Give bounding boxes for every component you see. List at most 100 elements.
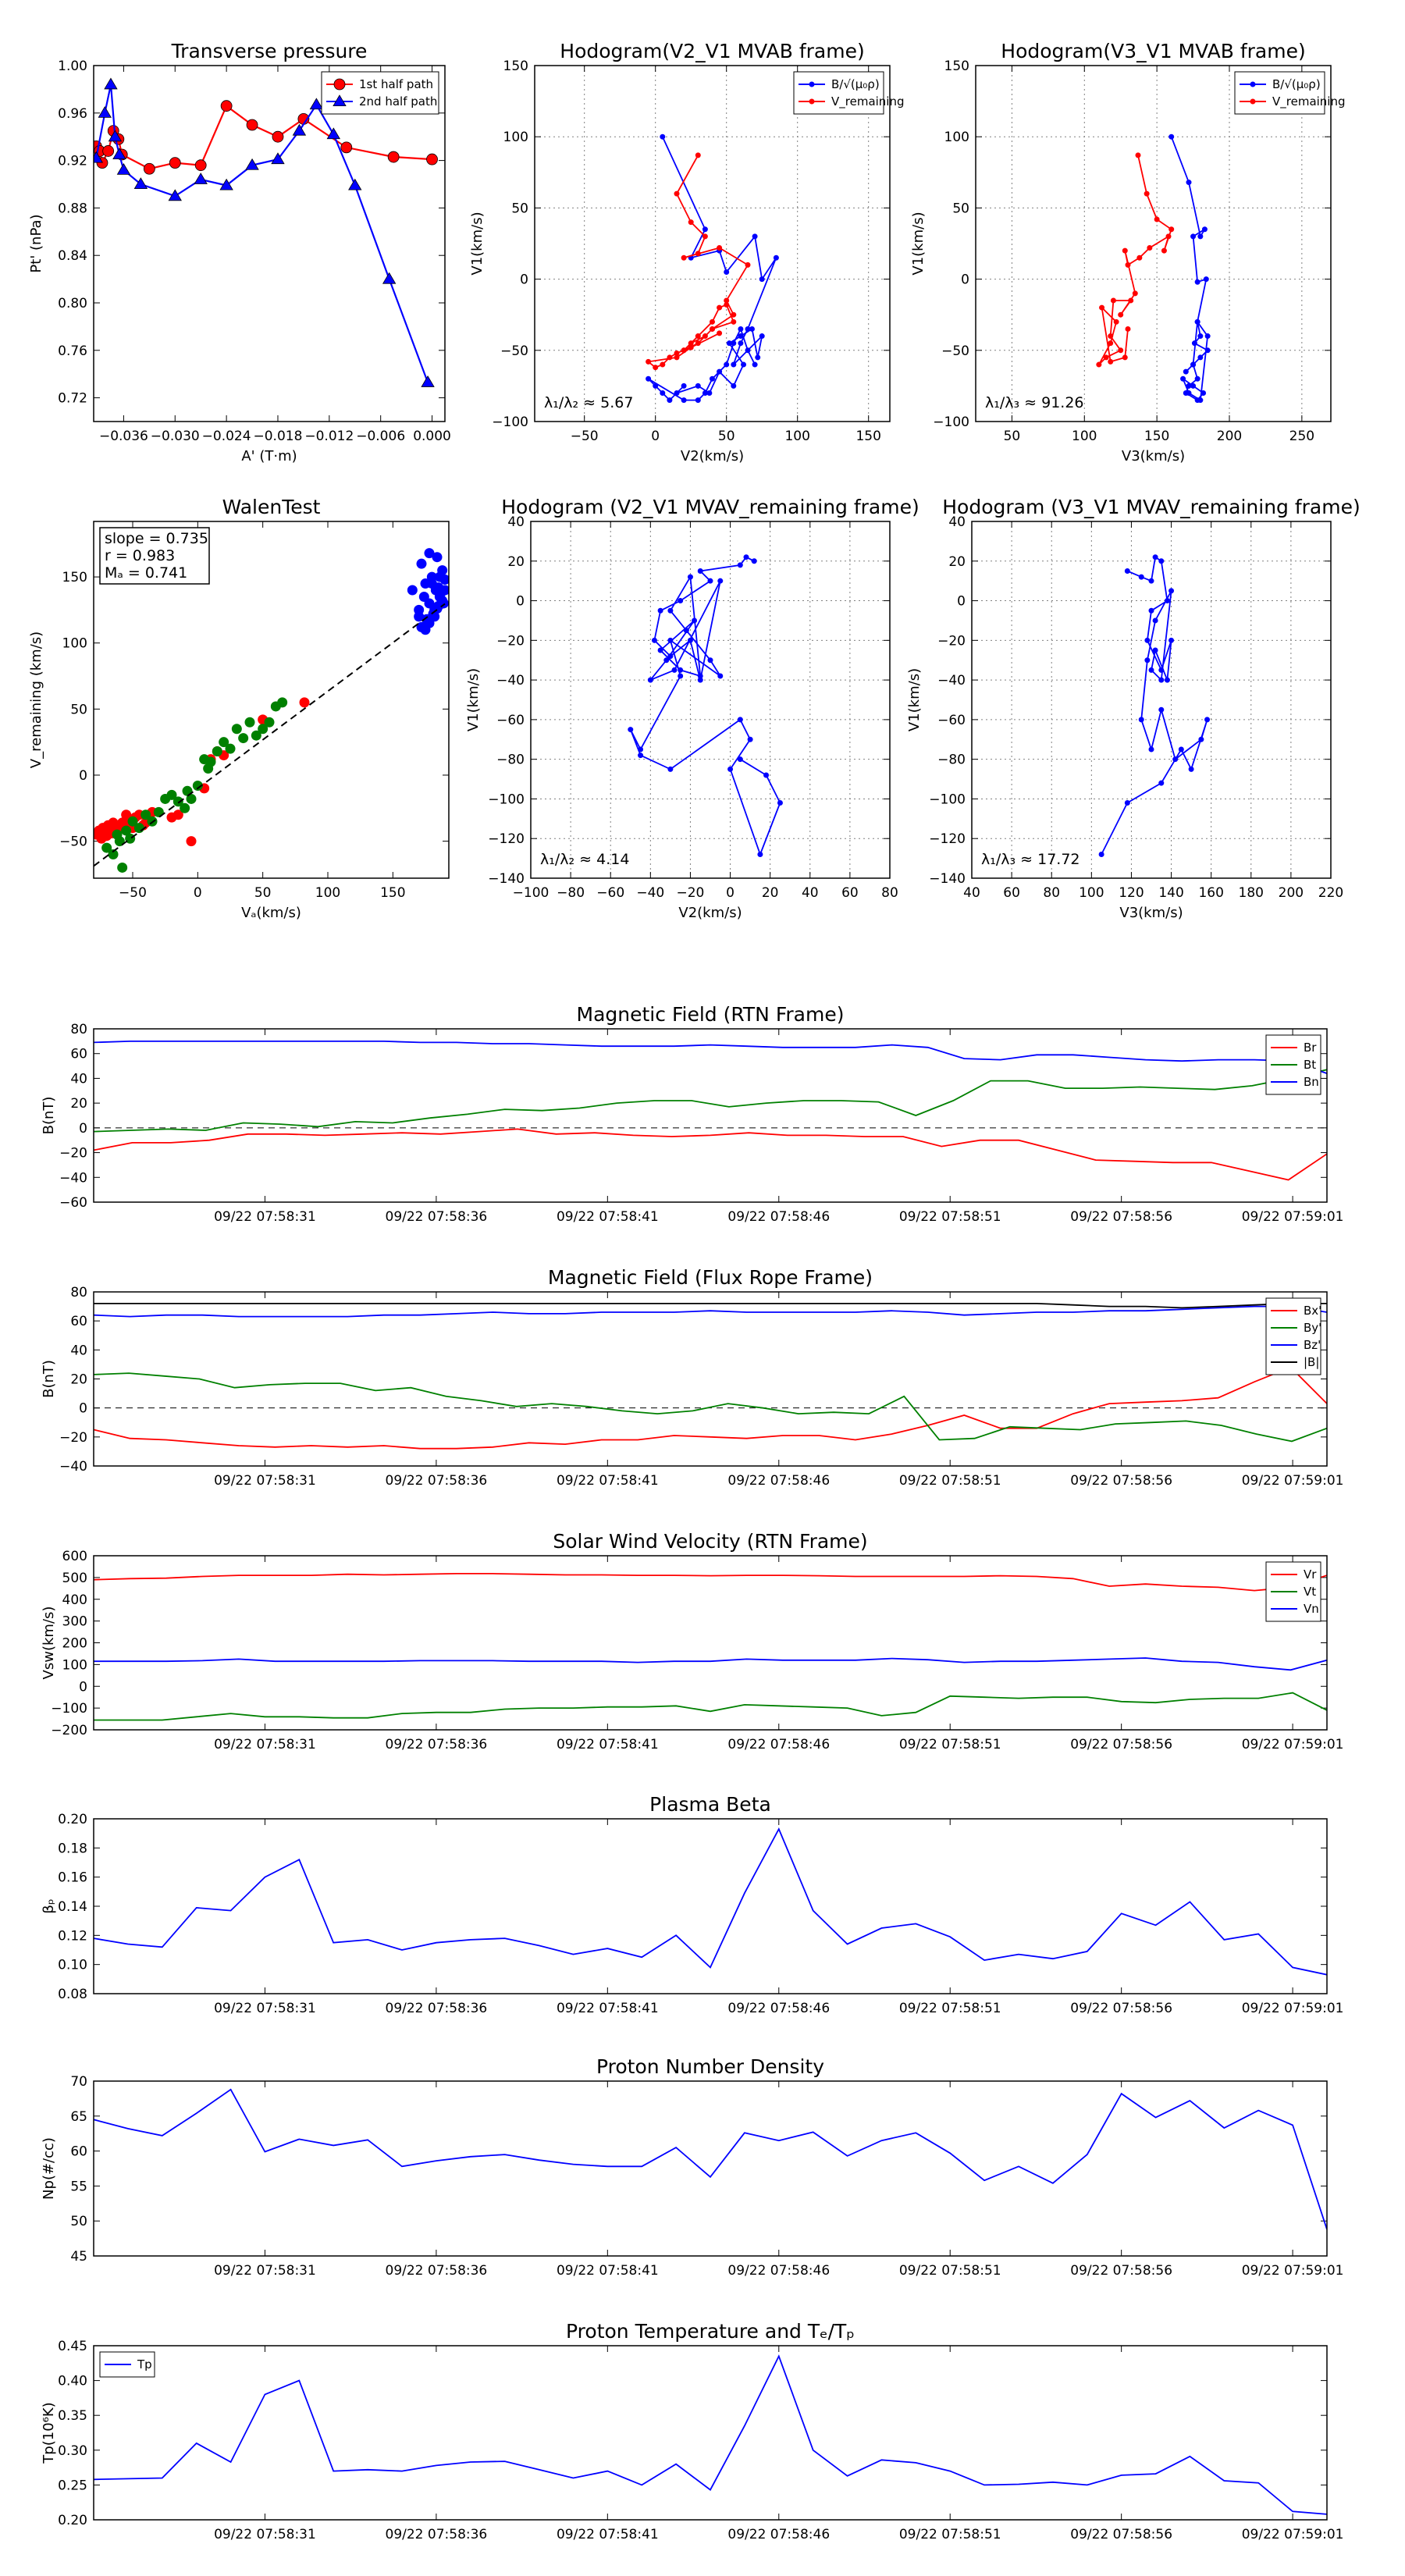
legend: B/√(μ₀ρ) V_remaining	[793, 71, 905, 115]
axes-frame	[93, 1028, 1328, 1203]
data-point	[1158, 667, 1165, 673]
y-tick-label: 0.84	[58, 248, 87, 264]
x-tick-label: 09/22 07:58:51	[899, 1473, 1001, 1489]
y-tick-label: −80	[496, 753, 525, 768]
y-tick-label: 0.14	[58, 1899, 87, 1915]
series-line-Vr	[94, 1573, 1327, 1592]
x-axis-label: V3(km/s)	[1122, 448, 1185, 464]
data-point	[692, 617, 698, 624]
y-tick-label: 0.10	[58, 1958, 87, 1973]
data-point	[1197, 354, 1204, 361]
y-tick-label: 600	[62, 1549, 87, 1564]
data-point	[1138, 574, 1144, 580]
x-tick-label: 09/22 07:58:31	[214, 2263, 316, 2279]
data-point	[731, 311, 737, 318]
y-tick-label: 50	[70, 702, 87, 717]
data-point	[657, 607, 663, 614]
scatter-point	[416, 621, 427, 632]
axes-frame	[534, 65, 891, 422]
scatter-point	[244, 717, 255, 728]
data-point	[657, 647, 663, 653]
y-tick-label: −140	[488, 871, 525, 887]
x-tick-label: 09/22 07:58:56	[1070, 1473, 1172, 1489]
y-axis-label: βₚ	[41, 1898, 57, 1913]
data-point	[653, 365, 659, 371]
data-point	[1178, 746, 1184, 753]
x-tick-label: 09/22 07:59:01	[1242, 2527, 1344, 2542]
legend-box	[1234, 71, 1325, 115]
data-point	[724, 269, 730, 275]
data-point	[1186, 390, 1192, 397]
data-point	[738, 340, 744, 347]
x-tick-label: −0.012	[304, 429, 354, 444]
data-point	[1201, 226, 1208, 233]
y-tick-label: 20	[948, 554, 966, 570]
data-point	[697, 568, 703, 574]
data-point	[717, 244, 723, 251]
legend: Vr Vt Vn	[1265, 1561, 1321, 1622]
x-tick-label: 09/22 07:58:36	[386, 2263, 488, 2279]
chart-hodo3: −100 −80 −60 −40 −20 0 20 40 60 80 −140 −120 −100 −80…	[465, 496, 919, 921]
y-axis-label: V_remaining (km/s)	[28, 632, 44, 768]
data-point	[702, 390, 708, 397]
data-point	[702, 233, 708, 240]
data-point	[1168, 226, 1175, 233]
scatter-point	[407, 585, 418, 596]
scatter-point	[439, 574, 449, 585]
x-tick-label: 160	[1198, 885, 1223, 901]
data-point	[387, 151, 400, 163]
series-line-1st half path	[95, 104, 432, 170]
y-axis-label: Vsw(km/s)	[41, 1606, 57, 1680]
data-point	[1096, 361, 1102, 368]
data-point	[1148, 746, 1154, 753]
x-tick-label: 09/22 07:58:51	[899, 2527, 1001, 2542]
y-tick-label: −100	[929, 792, 966, 807]
y-tick-label: 70	[70, 2074, 87, 2090]
y-tick-label: 500	[62, 1571, 87, 1586]
x-tick-label: 50	[1004, 429, 1021, 444]
data-point	[724, 361, 730, 368]
scatter-point	[114, 836, 125, 847]
y-axis-label: B(nT)	[41, 1360, 57, 1398]
legend-label: V_remaining	[831, 94, 905, 109]
x-tick-label: 200	[1217, 429, 1242, 444]
x-tick-label: 40	[802, 885, 819, 901]
y-tick-label: 200	[62, 1636, 87, 1652]
chart-title: Hodogram(V2_V1 MVAB frame)	[560, 40, 864, 62]
data-point	[1158, 558, 1165, 564]
x-tick-label: −0.036	[99, 429, 148, 444]
data-point	[678, 673, 684, 679]
data-point	[688, 219, 694, 226]
data-point	[426, 153, 438, 165]
data-point	[1135, 152, 1141, 158]
x-tick-label: 150	[1144, 429, 1169, 444]
x-tick-label: 09/22 07:58:36	[386, 2527, 488, 2542]
axes-frame	[93, 1555, 1328, 1731]
y-tick-label: −120	[929, 831, 966, 847]
data-point	[681, 347, 687, 354]
data-point	[168, 189, 182, 201]
y-tick-label: −60	[59, 1195, 87, 1211]
y-tick-label: −40	[59, 1170, 87, 1186]
x-tick-label: 09/22 07:59:01	[1242, 1737, 1344, 1752]
data-point	[667, 354, 673, 361]
y-tick-label: 40	[507, 514, 525, 530]
y-tick-label: 100	[62, 1657, 87, 1673]
y-tick-label: 1.00	[58, 59, 87, 74]
x-tick-label: 50	[254, 885, 272, 901]
y-tick-label: 300	[62, 1614, 87, 1630]
axes-frame	[530, 521, 891, 879]
data-point	[695, 382, 701, 389]
series-line-blue	[1101, 556, 1208, 855]
x-tick-label: −0.030	[151, 429, 200, 444]
x-tick-label: 09/22 07:58:31	[214, 2001, 316, 2016]
x-tick-label: 09/22 07:58:46	[727, 1209, 830, 1225]
data-point	[660, 133, 666, 140]
y-tick-label: 0.08	[58, 1987, 87, 2002]
data-point	[653, 382, 659, 389]
x-tick-label: −20	[676, 885, 704, 901]
data-point	[752, 361, 758, 368]
